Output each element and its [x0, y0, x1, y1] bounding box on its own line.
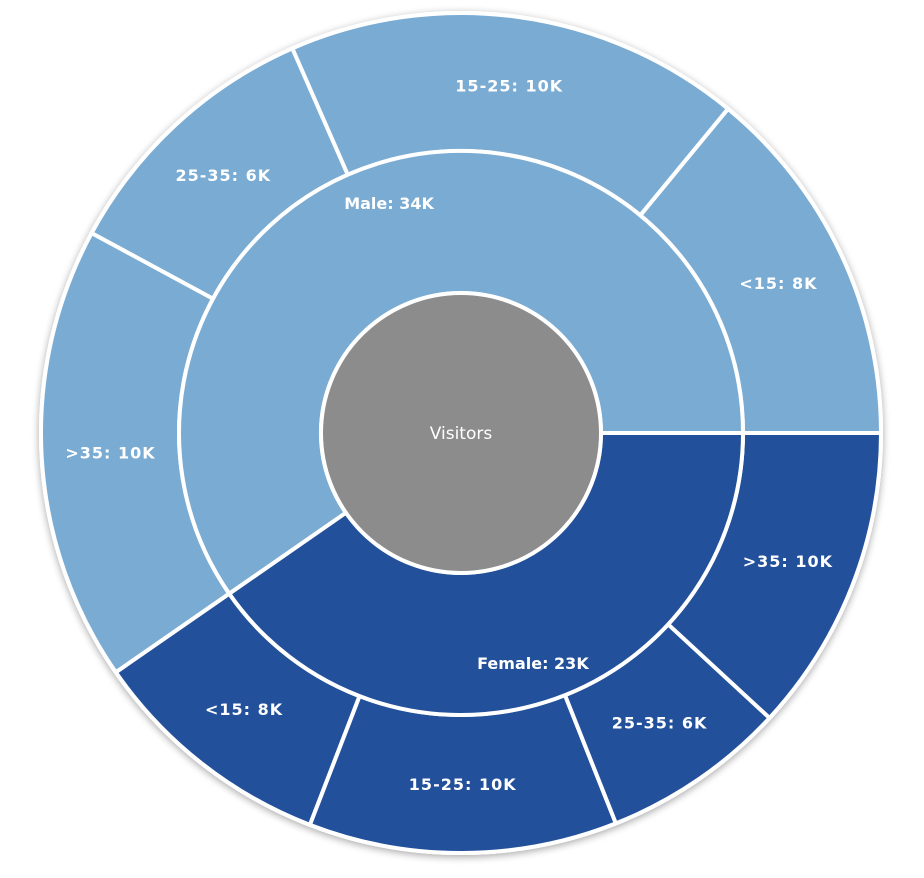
labels: Male: 34K <15: 8K 15-25: 10K 25-35: 6K >35: …	[65, 76, 833, 794]
center-label: Visitors	[430, 424, 493, 444]
center-group: Visitors	[319, 291, 603, 575]
outer-label-male-under-15: <15: 8K	[739, 274, 817, 293]
inner-label-female: Female: 23K	[477, 654, 589, 673]
center-circle	[319, 291, 603, 575]
outer-label-female-15-25: 15-25: 10K	[409, 775, 517, 794]
outer-label-male-over-35: >35: 10K	[65, 443, 155, 462]
outer-label-male-25-35: 25-35: 6K	[175, 166, 271, 185]
outer-label-female-over-35: >35: 10K	[743, 552, 833, 571]
outer-label-female-under-15: <15: 8K	[205, 700, 283, 719]
inner-label-male: Male: 34K	[344, 194, 434, 213]
outer-label-female-25-35: 25-35: 6K	[612, 713, 708, 732]
outer-label-male-15-25: 15-25: 10K	[455, 76, 563, 95]
